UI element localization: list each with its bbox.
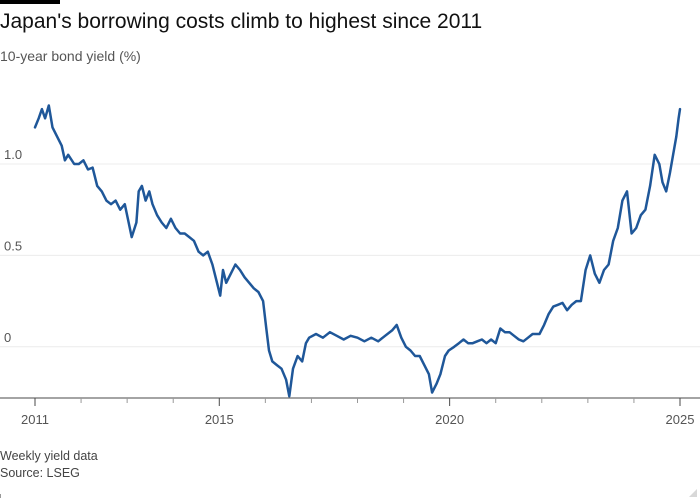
series-layer [33, 104, 682, 398]
series-line [33, 104, 682, 398]
x-tick-label: 2015 [205, 412, 234, 427]
x-axis-labels: 2011 2015 2020 2025 [21, 412, 694, 427]
x-axis [0, 397, 700, 406]
x-tick-label: 2025 [666, 412, 695, 427]
y-tick-label: 0 [4, 330, 11, 345]
chart-source: Source: LSEG [0, 466, 80, 480]
chart-subtitle: 10-year bond yield (%) [0, 48, 141, 64]
chart-note: Weekly yield data [0, 449, 98, 463]
y-axis-labels: 1.0 0.5 0 [4, 147, 22, 345]
y-tick-label: 1.0 [4, 147, 22, 162]
chart-title: Japan's borrowing costs climb to highest… [0, 10, 483, 33]
gridlines [0, 163, 700, 348]
corner-triangle-icon [689, 489, 697, 497]
corner-mark [0, 494, 1, 498]
x-tick-label: 2020 [435, 412, 464, 427]
y-tick-label: 0.5 [4, 238, 22, 253]
x-tick-label: 2011 [21, 412, 49, 427]
brand-bar [0, 0, 60, 4]
